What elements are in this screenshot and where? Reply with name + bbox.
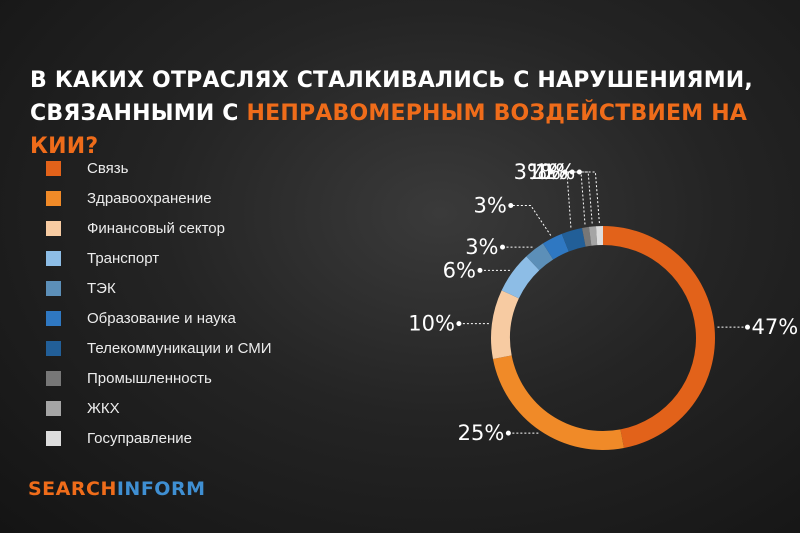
leader-dot bbox=[477, 267, 483, 273]
legend-swatch bbox=[46, 160, 61, 176]
legend-item: ЖКХ bbox=[46, 393, 272, 423]
legend-label: Транспорт bbox=[87, 249, 160, 267]
donut-slice bbox=[501, 256, 540, 299]
leader-dot bbox=[576, 169, 582, 175]
data-label: 1% bbox=[528, 160, 561, 184]
donut-slice bbox=[603, 226, 715, 449]
legend-label: Образование и наука bbox=[87, 309, 236, 327]
legend-label: Госуправление bbox=[87, 429, 192, 447]
leader-line bbox=[510, 205, 552, 236]
leader-dot bbox=[744, 324, 750, 330]
legend-swatch bbox=[46, 430, 61, 446]
donut-slice bbox=[595, 226, 603, 246]
data-label: 25% bbox=[458, 421, 505, 445]
donut-slice bbox=[542, 233, 569, 260]
data-label: 10% bbox=[408, 312, 455, 336]
legend-item: ТЭК bbox=[46, 273, 272, 303]
legend-swatch bbox=[46, 280, 61, 296]
legend-item: Финансовый сектор bbox=[46, 213, 272, 243]
donut-slice bbox=[582, 226, 592, 247]
leader-line bbox=[579, 171, 600, 224]
legend-label: Телекоммуникации и СМИ bbox=[87, 339, 272, 357]
data-label: 6% bbox=[443, 258, 476, 282]
legend-label: Здравоохранение bbox=[87, 189, 212, 207]
leader-line bbox=[572, 171, 593, 224]
legend-label: Связь bbox=[87, 159, 129, 177]
legend-label: ЖКХ bbox=[87, 399, 120, 417]
data-label: 1% bbox=[535, 160, 568, 184]
legend-label: Промышленность bbox=[87, 369, 212, 387]
leader-dot bbox=[505, 430, 511, 436]
leader-dot bbox=[562, 169, 568, 175]
logo-part-search: SEARCH bbox=[28, 478, 117, 500]
leader-dot bbox=[548, 169, 554, 175]
title-line-2-prefix: СВЯЗАННЫМИ С bbox=[30, 101, 247, 126]
legend-swatch bbox=[46, 370, 61, 386]
legend-swatch bbox=[46, 250, 61, 266]
legend-swatch bbox=[46, 340, 61, 356]
logo-part-inform: INFORM bbox=[116, 478, 206, 500]
leader-dot bbox=[569, 169, 575, 175]
legend-item: Промышленность bbox=[46, 363, 272, 393]
title-line-1: В КАКИХ ОТРАСЛЯХ СТАЛКИВАЛИСЬ С НАРУШЕНИ… bbox=[30, 68, 753, 93]
legend-item: Образование и наука bbox=[46, 303, 272, 333]
donut-slice bbox=[561, 227, 586, 252]
donut-slice bbox=[491, 290, 519, 359]
legend-item: Госуправление bbox=[46, 423, 272, 453]
donut-slice bbox=[492, 355, 624, 451]
leader-dot bbox=[508, 203, 514, 209]
donut-slice bbox=[526, 243, 554, 271]
legend-swatch bbox=[46, 190, 61, 206]
data-label: 1% bbox=[542, 160, 575, 184]
data-label: 3% bbox=[473, 194, 506, 218]
legend-swatch bbox=[46, 400, 61, 416]
leader-dot bbox=[500, 244, 506, 250]
legend-item: Связь bbox=[46, 153, 272, 183]
legend-swatch bbox=[46, 310, 61, 326]
data-label: 3% bbox=[465, 235, 498, 259]
donut-slice bbox=[588, 226, 598, 246]
legend-item: Транспорт bbox=[46, 243, 272, 273]
title-line-2-accent: НЕПРАВОМЕРНЫМ ВОЗДЕЙСТВИЕМ НА КИИ? bbox=[30, 101, 748, 159]
legend-label: ТЭК bbox=[87, 279, 116, 297]
searchinform-logo: SEARCHINFORM bbox=[28, 478, 205, 500]
chart-legend: Связь Здравоохранение Финансовый сектор Тра… bbox=[46, 153, 272, 453]
legend-item: Телекоммуникации и СМИ bbox=[46, 333, 272, 363]
leader-dot bbox=[456, 321, 462, 327]
legend-item: Здравоохранение bbox=[46, 183, 272, 213]
data-label: 3% bbox=[514, 160, 547, 184]
legend-swatch bbox=[46, 220, 61, 236]
chart-title: В КАКИХ ОТРАСЛЯХ СТАЛКИВАЛИСЬ С НАРУШЕНИ… bbox=[30, 64, 800, 163]
data-label: 47% bbox=[751, 315, 798, 339]
legend-label: Финансовый сектор bbox=[87, 219, 225, 237]
